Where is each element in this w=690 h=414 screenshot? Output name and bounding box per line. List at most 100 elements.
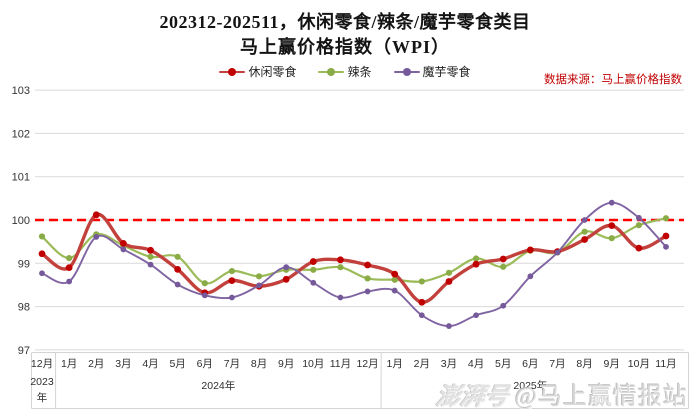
x-axis-month-label: 5月 — [495, 358, 511, 370]
data-point-辣条 — [418, 278, 425, 285]
data-point-休闲零食 — [364, 261, 371, 269]
x-axis-month-label: 2月 — [414, 358, 430, 370]
data-point-辣条 — [364, 275, 371, 282]
y-axis-tick-label: 103 — [12, 85, 30, 97]
data-point-辣条 — [310, 266, 317, 273]
data-point-魔芋零食 — [608, 199, 615, 206]
y-axis-tick-label: 101 — [12, 172, 30, 184]
data-point-休闲零食 — [526, 246, 534, 254]
series-line-休闲零食 — [40, 212, 668, 304]
x-axis-year-label: 2023 — [30, 376, 54, 388]
legend-item-latiao: 辣条 — [318, 63, 372, 80]
data-point-休闲零食 — [662, 232, 670, 240]
data-point-魔芋零食 — [337, 294, 344, 301]
x-axis-month-label: 9月 — [604, 358, 620, 370]
x-axis-year-label: 年 — [37, 391, 48, 404]
data-point-魔芋零食 — [446, 323, 452, 329]
x-axis-month-label: 8月 — [576, 358, 592, 370]
data-point-休闲零食 — [92, 211, 100, 219]
y-axis-tick-label: 102 — [12, 128, 30, 140]
chart-title-line1: 202312-202511，休闲零食/辣条/魔芋零食类目 — [159, 12, 531, 32]
x-axis-month-label: 3月 — [441, 358, 457, 370]
x-axis-month-label: 6月 — [522, 358, 538, 370]
legend-item-xiuxianlingshi: 休闲零食 — [219, 63, 296, 80]
data-point-魔芋零食 — [473, 312, 479, 319]
data-point-魔芋零食 — [663, 243, 669, 250]
series-line-辣条 — [40, 217, 668, 285]
legend-label: 辣条 — [347, 65, 372, 79]
y-axis-tick-label: 98 — [18, 302, 30, 314]
y-axis-tick-label: 99 — [18, 258, 30, 270]
legend-label: 魔芋零食 — [422, 65, 471, 79]
data-point-辣条 — [228, 267, 236, 275]
data-point-魔芋零食 — [391, 287, 398, 294]
data-point-休闲零食 — [228, 277, 236, 285]
data-point-休闲零食 — [499, 255, 507, 263]
data-point-辣条 — [66, 255, 73, 262]
data-point-辣条 — [174, 253, 181, 260]
data-point-休闲零食 — [38, 250, 46, 258]
x-axis-month-label: 12月 — [31, 358, 53, 370]
x-axis-year-label: 2025年 — [513, 379, 547, 392]
x-axis-month-label: 4月 — [142, 358, 158, 370]
legend-label: 休闲零食 — [248, 65, 297, 79]
data-point-休闲零食 — [391, 270, 399, 278]
x-axis-month-label: 11月 — [330, 358, 351, 370]
data-point-辣条 — [147, 253, 154, 260]
data-point-休闲零食 — [282, 275, 290, 283]
x-axis-month-label: 5月 — [169, 358, 185, 370]
data-point-辣条 — [581, 228, 588, 235]
data-point-辣条 — [38, 233, 46, 240]
data-point-休闲零食 — [608, 222, 616, 230]
x-axis-month-label: 8月 — [251, 358, 267, 370]
data-point-魔芋零食 — [310, 279, 317, 286]
x-axis-month-label: 11月 — [655, 358, 676, 370]
x-axis-month-label: 3月 — [115, 358, 131, 370]
data-point-魔芋零食 — [39, 270, 45, 277]
data-point-魔芋零食 — [256, 282, 262, 289]
x-axis-month-label: 9月 — [278, 358, 294, 370]
x-axis-month-label: 1月 — [387, 358, 403, 370]
data-point-休闲零食 — [119, 239, 127, 247]
line-marker-icon — [393, 67, 420, 76]
data-source-note: 数据来源：马上赢价格指数 — [544, 74, 682, 86]
data-point-魔芋零食 — [229, 294, 235, 301]
data-point-魔芋零食 — [201, 292, 208, 299]
data-point-休闲零食 — [445, 278, 453, 285]
data-point-休闲零食 — [581, 236, 588, 243]
x-axis-month-label: 1月 — [61, 358, 77, 370]
data-point-辣条 — [391, 276, 398, 283]
chart-legend: 休闲零食 辣条 魔芋零食 — [0, 63, 690, 80]
data-point-辣条 — [255, 273, 263, 280]
data-point-辣条 — [635, 222, 642, 229]
line-marker-icon — [318, 67, 345, 76]
x-axis-month-label: 7月 — [224, 358, 240, 370]
line-marker-icon — [219, 67, 246, 76]
data-point-魔芋零食 — [147, 261, 154, 268]
data-point-休闲零食 — [472, 260, 480, 268]
data-point-休闲零食 — [635, 244, 643, 252]
data-point-魔芋零食 — [635, 214, 642, 221]
data-point-休闲零食 — [418, 298, 426, 306]
data-point-魔芋零食 — [120, 246, 127, 253]
data-point-休闲零食 — [337, 256, 344, 264]
data-point-魔芋零食 — [283, 264, 290, 271]
data-point-休闲零食 — [309, 258, 317, 265]
data-point-休闲零食 — [147, 246, 154, 254]
data-point-辣条 — [500, 263, 507, 270]
data-point-休闲零食 — [174, 265, 182, 273]
data-point-魔芋零食 — [93, 233, 100, 240]
data-point-魔芋零食 — [527, 273, 534, 280]
data-point-魔芋零食 — [66, 278, 73, 285]
legend-item-moyulingshi: 魔芋零食 — [393, 63, 471, 80]
data-point-魔芋零食 — [554, 249, 561, 256]
x-axis-month-label: 4月 — [468, 358, 484, 370]
chart-title-line2: 马上赢价格指数（WPI） — [240, 37, 450, 57]
x-axis-year-label: 2024年 — [201, 379, 235, 392]
x-axis-month-label: 12月 — [356, 358, 378, 370]
x-axis-month-label: 6月 — [197, 358, 213, 370]
data-point-魔芋零食 — [364, 288, 371, 295]
data-point-魔芋零食 — [581, 217, 588, 223]
